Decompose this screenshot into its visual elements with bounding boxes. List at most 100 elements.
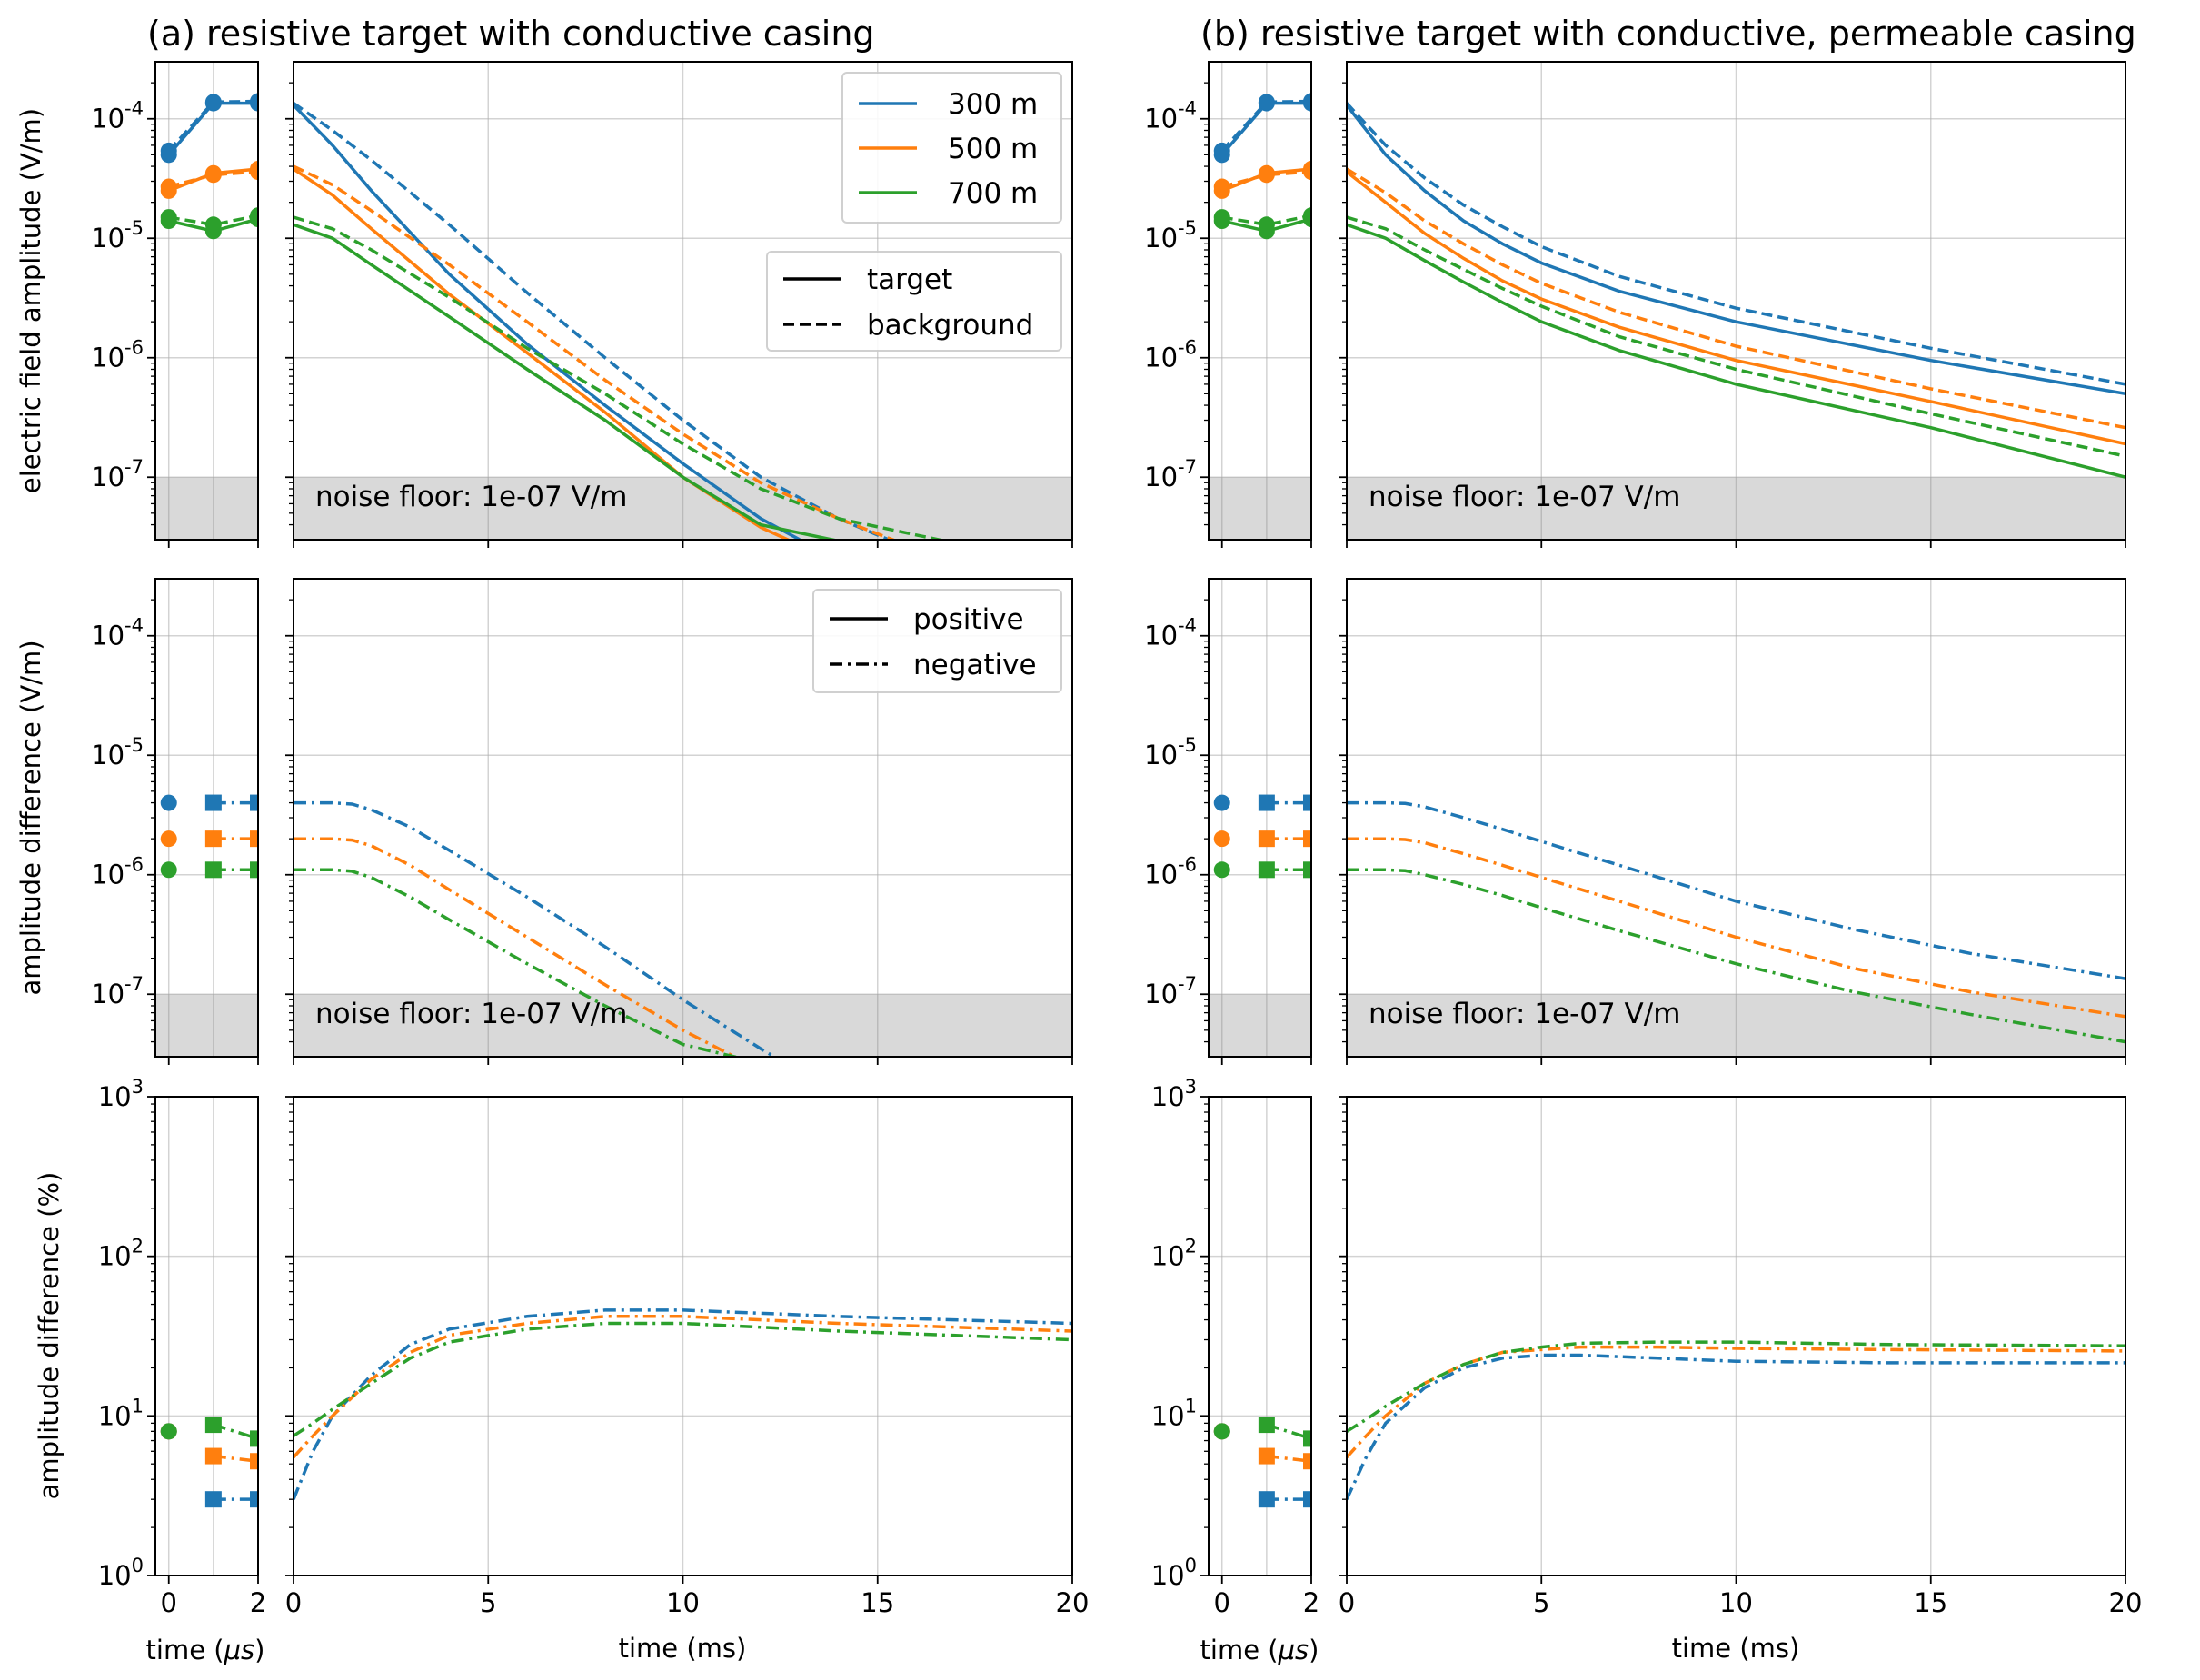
early-axes-a-row2: 10-710-610-510-4 <box>91 578 259 1065</box>
tick-base: 10 <box>91 621 124 651</box>
marker-square <box>1258 861 1275 879</box>
y-tick-label: 10-4 <box>1144 98 1197 134</box>
y-tick-label: 100 <box>98 1555 144 1591</box>
marker-circle <box>1213 142 1230 159</box>
marker-circle <box>1213 861 1230 879</box>
series-diff-700m <box>1347 868 2125 1044</box>
x-tick-label: 0 <box>1214 1587 1230 1618</box>
row-3-ylabel: amplitude difference (%) <box>34 1172 65 1500</box>
plot-clip-group <box>1347 102 2125 540</box>
marker-circle <box>1258 94 1275 111</box>
series-target-700m <box>294 223 841 540</box>
marker-square <box>1303 1430 1311 1447</box>
x-tick-label: 20 <box>2109 1587 2143 1618</box>
early-axes-b-row1: 10-710-610-510-4 <box>1144 61 1312 548</box>
noise-floor-band <box>294 994 1072 1057</box>
legend-label-target: target <box>867 263 952 296</box>
y-tick-label: 10-7 <box>1144 456 1197 492</box>
x-tick-label: 5 <box>480 1587 496 1618</box>
tick-exponent: 1 <box>132 1395 144 1417</box>
series-pct-300m <box>294 1308 1072 1500</box>
tick-base: 10 <box>91 740 124 770</box>
y-tick-label: 10-5 <box>91 217 144 253</box>
tick-base: 10 <box>1144 343 1178 373</box>
tick-exponent: -5 <box>124 217 144 239</box>
noise-floor-label: noise floor: 1e-07 V/m <box>315 998 627 1030</box>
marker-circle <box>204 94 222 111</box>
x-tick-label: 0 <box>285 1587 302 1618</box>
marker-square <box>250 1491 258 1508</box>
tick-base: 10 <box>1151 1560 1185 1591</box>
marker-circle <box>204 216 222 234</box>
panel-b-early-xlabel: time (μs) <box>1200 1635 1319 1665</box>
marker-circle <box>250 93 258 110</box>
tick-base: 10 <box>98 1560 132 1591</box>
marker-circle <box>1258 216 1275 234</box>
legend-label-positive: positive <box>913 603 1024 636</box>
panel-a-late-xlabel: time (ms) <box>619 1633 747 1664</box>
tick-base: 10 <box>91 860 124 890</box>
y-tick-label: 102 <box>98 1236 144 1272</box>
tick-exponent: -4 <box>1178 98 1197 120</box>
marker-circle <box>160 142 177 159</box>
tick-base: 10 <box>91 223 124 253</box>
tick-exponent: -5 <box>1178 734 1197 756</box>
legend-label-300m: 300 m <box>948 88 1038 121</box>
series-pct-500m <box>294 1315 1072 1459</box>
y-tick-label: 10-7 <box>91 973 144 1009</box>
late-axes-a-row1: noise floor: 1e-07 V/m 300 m 500 m 700 m tar… <box>285 61 1073 548</box>
legend-sign-box <box>812 589 1062 693</box>
noise-floor-band <box>1347 477 2125 540</box>
axes-frame <box>154 1096 259 1576</box>
tick-base: 10 <box>1151 1081 1185 1112</box>
x-tick-label: 15 <box>1914 1587 1947 1618</box>
x-tick-label: 5 <box>1533 1587 1549 1618</box>
marker-square <box>1303 794 1311 811</box>
tick-exponent: 3 <box>1185 1076 1197 1098</box>
legend-label-500m: 500 m <box>948 133 1038 165</box>
tick-exponent: -4 <box>124 98 144 120</box>
series-diff-700m <box>294 868 742 1057</box>
y-tick-label: 10-6 <box>91 337 144 373</box>
tick-base: 10 <box>91 343 124 373</box>
xlabel-prefix: time ( <box>146 1635 224 1665</box>
marker-square <box>204 1491 222 1508</box>
x-tick-label: 2 <box>250 1587 266 1618</box>
marker-square <box>204 794 222 811</box>
y-tick-label: 10-5 <box>1144 217 1197 253</box>
axes-frame <box>1208 1096 1312 1576</box>
tick-base: 10 <box>1144 223 1178 253</box>
y-tick-label: 10-5 <box>1144 734 1197 770</box>
tick-exponent: 2 <box>132 1236 144 1258</box>
plot-clip-group <box>1213 1417 1311 1508</box>
plot-clip-group <box>160 1417 258 1508</box>
panel-b-title: (b) resistive target with conductive, pe… <box>1200 14 2136 54</box>
legend-offsets-box <box>841 72 1062 224</box>
x-tick-label: 0 <box>161 1587 177 1618</box>
tick-base: 10 <box>1144 860 1178 890</box>
tick-base: 10 <box>91 462 124 492</box>
x-tick-label: 15 <box>861 1587 894 1618</box>
y-tick-label: 10-4 <box>1144 615 1197 651</box>
series-background-300m <box>1347 102 2125 386</box>
marker-square <box>1258 794 1275 811</box>
tick-exponent: -7 <box>1178 973 1197 995</box>
series-background-300m <box>294 102 893 540</box>
marker-circle <box>160 209 177 226</box>
tick-exponent: 3 <box>132 1076 144 1098</box>
marker-circle <box>160 1423 177 1440</box>
series-diff-300m <box>294 800 778 1057</box>
early-axes-b-row2: 10-710-610-510-4 <box>1144 578 1312 1065</box>
plot-clip-group <box>1347 1340 2125 1500</box>
marker-circle <box>204 166 222 184</box>
tick-exponent: 0 <box>1185 1555 1197 1576</box>
row-1-ylabel: electric field amplitude (V/m) <box>15 108 46 493</box>
marker-square <box>250 1453 258 1470</box>
tick-exponent: -7 <box>124 456 144 478</box>
series-pct-300m <box>1347 1353 2125 1500</box>
marker-square <box>204 1417 222 1434</box>
series-background-500m <box>294 164 898 540</box>
tick-base: 10 <box>98 1400 132 1431</box>
